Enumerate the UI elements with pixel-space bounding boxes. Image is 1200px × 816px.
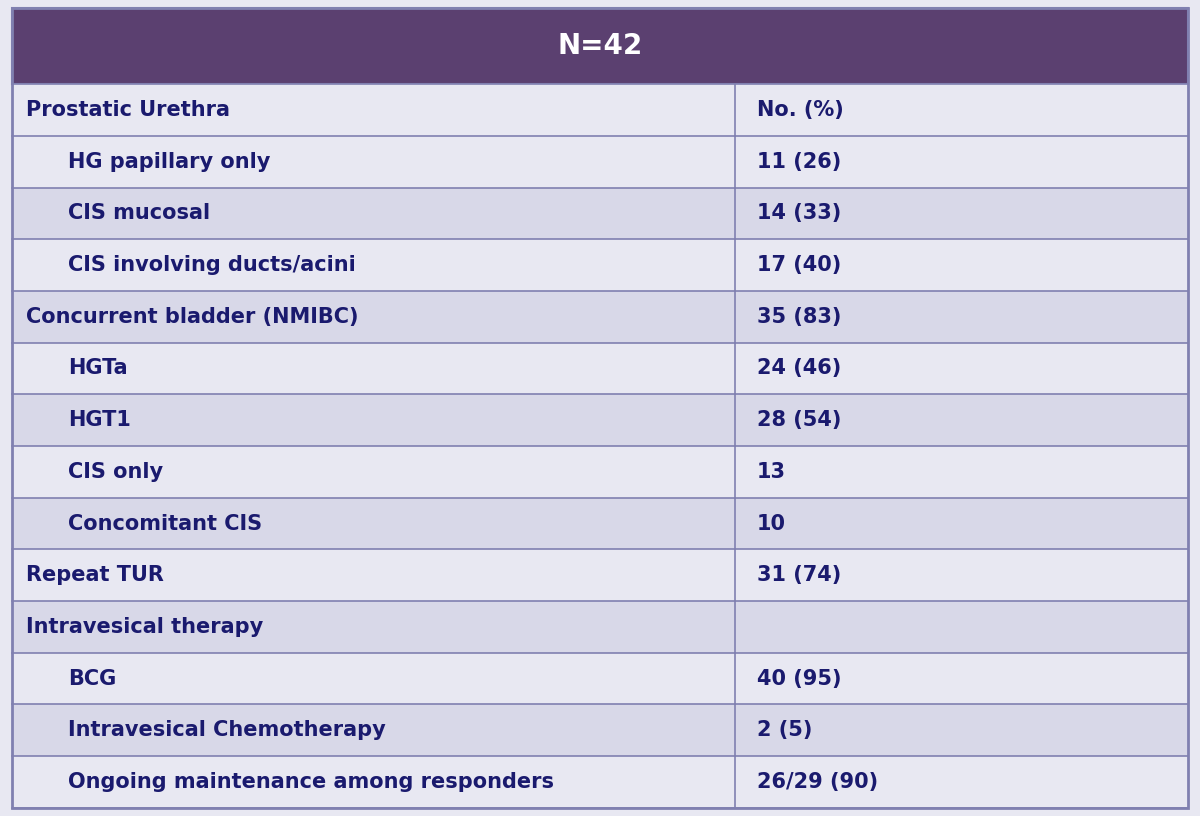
Bar (12, 394, 1188, 446)
Bar (12, 756, 1188, 808)
Text: 13: 13 (757, 462, 786, 481)
Bar (12, 343, 1188, 394)
Bar (12, 291, 1188, 343)
Bar (12, 84, 1188, 135)
Text: No. (%): No. (%) (757, 100, 844, 120)
Bar (12, 446, 1188, 498)
Bar (12, 8, 1188, 84)
Text: Repeat TUR: Repeat TUR (26, 565, 164, 585)
Bar (12, 653, 1188, 704)
Bar (12, 601, 1188, 653)
Text: Concurrent bladder (NMIBC): Concurrent bladder (NMIBC) (26, 307, 359, 326)
Text: HG papillary only: HG papillary only (68, 152, 271, 171)
Text: BCG: BCG (68, 668, 116, 689)
Text: 31 (74): 31 (74) (757, 565, 841, 585)
Text: CIS involving ducts/acini: CIS involving ducts/acini (68, 255, 356, 275)
Bar (12, 188, 1188, 239)
Text: Prostatic Urethra: Prostatic Urethra (26, 100, 230, 120)
Text: N=42: N=42 (557, 32, 643, 60)
Text: 11 (26): 11 (26) (757, 152, 841, 171)
Bar (12, 704, 1188, 756)
Text: HGT1: HGT1 (68, 410, 131, 430)
Text: 10: 10 (757, 513, 786, 534)
Text: 35 (83): 35 (83) (757, 307, 841, 326)
Text: 14 (33): 14 (33) (757, 203, 841, 224)
Bar (12, 498, 1188, 549)
Text: 26/29 (90): 26/29 (90) (757, 772, 878, 792)
Text: Intravesical therapy: Intravesical therapy (26, 617, 264, 637)
Text: 40 (95): 40 (95) (757, 668, 841, 689)
Text: 17 (40): 17 (40) (757, 255, 841, 275)
Bar (12, 239, 1188, 291)
Text: 28 (54): 28 (54) (757, 410, 841, 430)
Text: Intravesical Chemotherapy: Intravesical Chemotherapy (68, 721, 386, 740)
Text: Ongoing maintenance among responders: Ongoing maintenance among responders (68, 772, 554, 792)
Text: Concomitant CIS: Concomitant CIS (68, 513, 263, 534)
Bar (12, 135, 1188, 188)
Bar (12, 549, 1188, 601)
Text: CIS mucosal: CIS mucosal (68, 203, 210, 224)
Text: 2 (5): 2 (5) (757, 721, 812, 740)
Text: 24 (46): 24 (46) (757, 358, 841, 379)
Text: CIS only: CIS only (68, 462, 163, 481)
Text: HGTa: HGTa (68, 358, 128, 379)
